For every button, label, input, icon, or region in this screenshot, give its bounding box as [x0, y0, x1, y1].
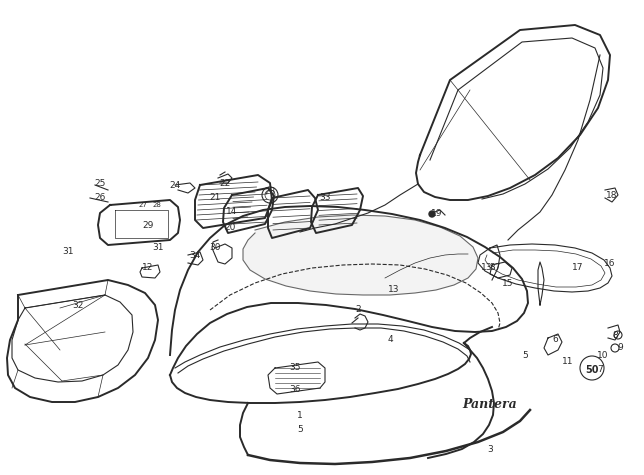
Text: 31: 31 — [152, 244, 164, 253]
Text: 17: 17 — [573, 264, 583, 273]
Text: 1: 1 — [297, 410, 303, 419]
Text: 7: 7 — [597, 365, 603, 374]
Text: 6: 6 — [552, 335, 558, 344]
Text: Pantera: Pantera — [462, 399, 517, 411]
Polygon shape — [243, 215, 478, 295]
Text: 25: 25 — [94, 179, 106, 188]
Text: 33: 33 — [319, 193, 331, 202]
Text: 9: 9 — [617, 343, 623, 352]
Text: 32: 32 — [72, 301, 84, 310]
Text: 50: 50 — [585, 365, 599, 375]
Text: 10: 10 — [597, 352, 609, 361]
Text: 2: 2 — [355, 305, 361, 314]
Text: 4: 4 — [387, 335, 393, 344]
Text: 35: 35 — [289, 363, 301, 372]
Text: 29: 29 — [142, 220, 154, 229]
Text: 31: 31 — [62, 247, 74, 257]
Text: 11: 11 — [562, 358, 574, 367]
Text: 5: 5 — [297, 426, 303, 435]
Text: 13: 13 — [388, 285, 400, 294]
Text: 12: 12 — [142, 264, 154, 273]
Text: 30: 30 — [209, 244, 221, 253]
Text: 34: 34 — [189, 250, 201, 259]
Text: 26: 26 — [94, 193, 106, 202]
Text: 13: 13 — [481, 264, 493, 273]
Text: 16: 16 — [604, 258, 616, 267]
Text: 8: 8 — [612, 331, 618, 340]
Text: 27: 27 — [138, 202, 147, 208]
Circle shape — [429, 211, 435, 217]
Text: 14: 14 — [226, 208, 238, 217]
Text: 15: 15 — [502, 278, 514, 287]
Text: 37: 37 — [489, 264, 501, 273]
Text: 21: 21 — [209, 192, 221, 201]
Text: 23: 23 — [264, 188, 276, 197]
Text: 5: 5 — [522, 351, 528, 360]
Text: 28: 28 — [153, 202, 162, 208]
Text: 19: 19 — [431, 209, 442, 218]
Text: 36: 36 — [289, 386, 301, 395]
Text: 22: 22 — [220, 179, 231, 188]
Text: 3: 3 — [487, 446, 493, 455]
Text: 20: 20 — [224, 224, 236, 232]
Text: 18: 18 — [606, 190, 618, 200]
Text: 24: 24 — [169, 180, 180, 190]
